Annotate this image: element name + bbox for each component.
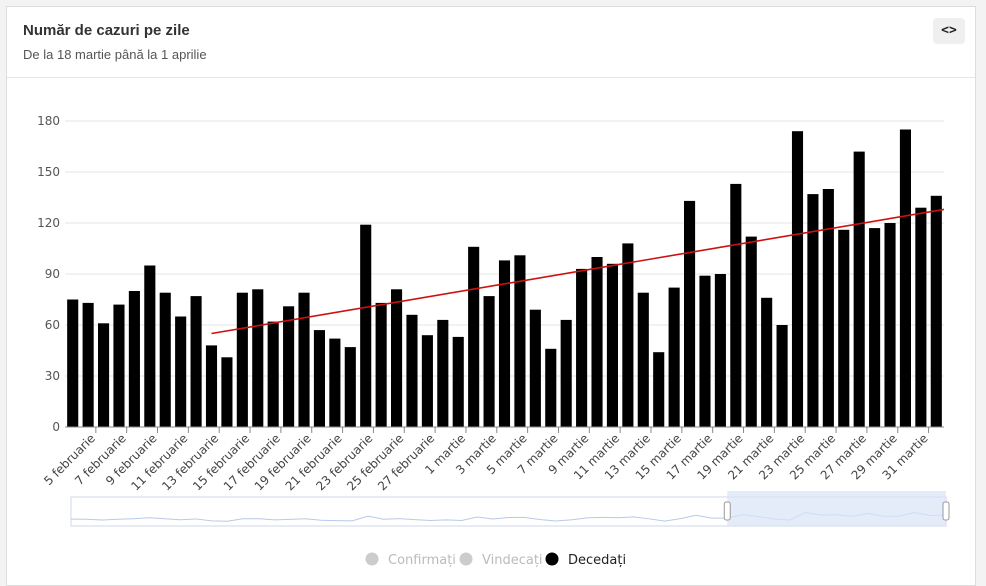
legend-item[interactable]: Vindecați [482,553,543,568]
bar[interactable] [190,296,202,427]
bar[interactable] [298,292,310,427]
y-tick-label: 120 [37,216,60,230]
bar[interactable] [144,265,156,428]
bar[interactable] [591,257,603,427]
bar[interactable] [421,335,433,427]
bar[interactable] [175,316,187,428]
bar[interactable] [930,195,942,427]
bar[interactable] [128,291,140,427]
bar[interactable] [391,289,403,427]
bar[interactable] [869,228,881,427]
bar[interactable] [915,207,927,427]
bar[interactable] [776,325,788,427]
bar[interactable] [375,302,387,427]
bar[interactable] [622,243,634,427]
bar[interactable] [514,255,526,427]
bar[interactable] [684,200,696,427]
bar[interactable] [606,263,618,427]
legend-marker[interactable] [365,552,379,566]
bar[interactable] [745,236,757,427]
bar[interactable] [761,297,773,427]
bar[interactable] [838,229,850,427]
bar[interactable] [406,314,418,427]
legend-marker[interactable] [545,552,559,566]
bar[interactable] [822,189,834,427]
bar[interactable] [529,309,541,427]
y-tick-label: 0 [52,420,60,434]
chart-subtitle: De la 18 martie până la 1 aprilie [23,47,207,62]
bar[interactable] [313,330,325,427]
bar[interactable] [267,321,279,427]
bar[interactable] [498,260,511,427]
code-icon[interactable]: <> [933,18,965,44]
y-tick-label: 60 [45,318,60,332]
trend-line [211,208,945,335]
bar[interactable] [653,352,665,427]
legend-item[interactable]: Confirmați [388,553,456,568]
bar[interactable] [560,319,572,427]
bar[interactable] [82,302,94,427]
navigator-selection[interactable] [727,491,946,526]
y-tick-label: 90 [45,267,60,281]
bar[interactable] [221,357,233,427]
legend-marker[interactable] [459,552,473,566]
bar[interactable] [360,224,372,427]
bar[interactable] [791,131,804,427]
bar[interactable] [452,336,464,427]
bar[interactable] [668,287,680,427]
bar[interactable] [98,323,110,427]
legend-item[interactable]: Decedați [568,553,626,568]
bar[interactable] [283,306,295,427]
navigator-handle[interactable] [942,501,950,521]
bar[interactable] [545,348,557,427]
bar[interactable] [884,223,896,427]
bar[interactable] [714,274,726,427]
bar[interactable] [637,292,649,427]
y-tick-label: 30 [45,369,60,383]
bar[interactable] [205,345,218,427]
bar[interactable] [899,129,911,428]
y-tick-label: 150 [37,165,60,179]
bar[interactable] [468,246,480,427]
bar[interactable] [730,183,742,427]
y-tick-label: 180 [37,114,60,128]
chart-header: Număr de cazuri pe zile De la 18 martie … [7,7,975,78]
bar[interactable] [699,275,711,427]
bar[interactable] [252,289,264,427]
bar[interactable] [236,292,248,427]
bar[interactable] [437,319,449,427]
bar[interactable] [483,296,495,427]
bar[interactable] [159,292,171,427]
navigator-handle[interactable] [723,501,731,521]
bar[interactable] [853,151,865,427]
bar[interactable] [807,194,819,427]
bar[interactable] [67,299,79,428]
bar[interactable] [329,338,341,427]
bar[interactable] [113,304,125,427]
bar[interactable] [344,347,356,427]
chart-title: Număr de cazuri pe zile [23,22,190,39]
bar[interactable] [576,268,588,427]
